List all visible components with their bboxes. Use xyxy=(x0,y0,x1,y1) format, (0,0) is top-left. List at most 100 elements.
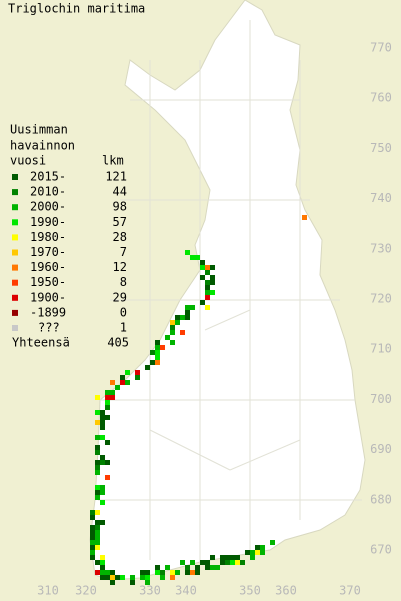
observation-square xyxy=(170,575,175,580)
observation-square xyxy=(220,560,225,565)
observation-square xyxy=(100,560,105,565)
legend-count: 44 xyxy=(113,185,127,199)
total-count: 405 xyxy=(107,336,129,350)
observation-square xyxy=(170,330,175,335)
legend-swatch xyxy=(12,234,18,241)
legend-label: 1960- xyxy=(30,260,66,274)
observation-square xyxy=(180,330,185,335)
observation-square xyxy=(100,410,105,415)
observation-square xyxy=(260,545,265,550)
legend-swatch xyxy=(12,249,18,256)
observation-square xyxy=(205,560,210,565)
observation-square xyxy=(250,550,255,555)
observation-square xyxy=(110,395,115,400)
observation-square xyxy=(95,460,100,465)
observation-square xyxy=(170,325,175,330)
observation-square xyxy=(100,520,105,525)
observation-square xyxy=(210,565,215,570)
observation-square xyxy=(105,575,110,580)
observation-square xyxy=(175,320,180,325)
observation-square xyxy=(205,270,210,275)
observation-square xyxy=(205,285,210,290)
observation-square xyxy=(230,560,235,565)
observation-square xyxy=(120,380,125,385)
legend-label: 1980- xyxy=(30,230,66,244)
legend-label: 2000- xyxy=(30,200,66,214)
legend-count: 1 xyxy=(120,321,127,335)
y-label: 730 xyxy=(370,241,392,255)
observation-square xyxy=(185,305,190,310)
observation-square xyxy=(105,390,110,395)
observation-square xyxy=(155,350,160,355)
legend-count: 98 xyxy=(113,200,127,214)
observation-square xyxy=(205,295,210,300)
observation-square xyxy=(90,530,95,535)
observation-square xyxy=(125,370,130,375)
observation-square xyxy=(90,540,95,545)
observation-square xyxy=(95,485,100,490)
y-label: 770 xyxy=(370,41,392,55)
observation-square xyxy=(200,560,205,565)
observation-square xyxy=(95,395,100,400)
observation-square xyxy=(210,275,215,280)
observation-square xyxy=(100,490,105,495)
observation-square xyxy=(195,565,200,570)
observation-square xyxy=(105,570,110,575)
observation-square xyxy=(240,560,245,565)
observation-square xyxy=(120,575,125,580)
observation-square xyxy=(260,550,265,555)
observation-square xyxy=(100,420,105,425)
x-label: 350 xyxy=(239,584,261,598)
legend-count-heading: lkm xyxy=(102,154,124,168)
legend-label: 1970- xyxy=(30,245,66,259)
observation-square xyxy=(175,570,180,575)
observation-square xyxy=(195,570,200,575)
grid-line xyxy=(229,439,301,471)
observation-square xyxy=(145,575,150,580)
legend-count: 121 xyxy=(105,170,127,184)
observation-square xyxy=(170,570,175,575)
observation-square xyxy=(210,555,215,560)
legend-label: 1950- xyxy=(30,275,66,289)
total-label: Yhteensä xyxy=(12,336,70,350)
observation-square xyxy=(155,345,160,350)
observation-square xyxy=(185,570,190,575)
observation-square xyxy=(200,275,205,280)
observation-square xyxy=(155,570,160,575)
x-label: 330 xyxy=(139,584,161,598)
observation-square xyxy=(100,555,105,560)
observation-square xyxy=(205,565,210,570)
observation-square xyxy=(210,265,215,270)
observation-square xyxy=(95,540,100,545)
observation-square xyxy=(245,550,250,555)
observation-square xyxy=(105,415,110,420)
legend-label: 1900- xyxy=(30,290,66,304)
legend-swatch xyxy=(12,294,18,301)
observation-square xyxy=(105,400,110,405)
observation-square xyxy=(95,545,100,550)
x-label: 340 xyxy=(175,584,197,598)
observation-square xyxy=(95,435,100,440)
observation-square xyxy=(95,520,100,525)
observation-square xyxy=(160,575,165,580)
observation-square xyxy=(190,570,195,575)
observation-square xyxy=(105,475,110,480)
observation-square xyxy=(95,420,100,425)
observation-square xyxy=(255,550,260,555)
observation-square xyxy=(145,365,150,370)
observation-square xyxy=(302,215,307,220)
observation-square xyxy=(200,300,205,305)
observation-square xyxy=(110,580,115,585)
observation-square xyxy=(110,575,115,580)
observation-square xyxy=(210,290,215,295)
legend-heading: Uusimman xyxy=(10,123,68,137)
observation-square xyxy=(200,260,205,265)
legend-label: 2015- xyxy=(30,170,66,184)
y-label: 740 xyxy=(370,191,392,205)
observation-square xyxy=(270,540,275,545)
observation-square xyxy=(115,385,120,390)
observation-square xyxy=(150,360,155,365)
legend-count: 29 xyxy=(113,290,127,304)
observation-square xyxy=(200,265,205,270)
observation-square xyxy=(130,575,135,580)
